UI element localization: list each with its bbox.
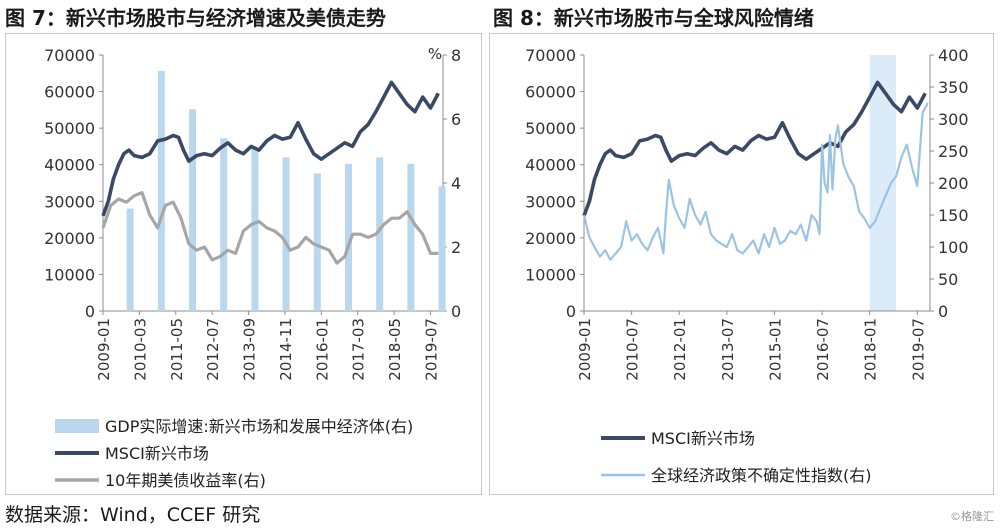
left-axis-tick-label: 30000 (44, 192, 95, 211)
legend-label: 全球经济政策不确定性指数(右) (651, 466, 872, 485)
right-axis-tick-label: 200 (938, 174, 969, 193)
legend-label: MSCI新兴市场 (105, 444, 209, 463)
left-axis-tick-label: 10000 (525, 265, 576, 284)
right-axis-tick-label: 4 (451, 174, 461, 193)
right-axis-tick-label: 6 (451, 110, 461, 129)
right-axis-tick-label: 150 (938, 206, 969, 225)
x-axis-tick-label: 2011-05 (168, 318, 186, 381)
gdp-bar (407, 163, 415, 311)
gdp-bar (344, 163, 352, 311)
x-axis-tick-label: 2013-09 (241, 318, 259, 381)
right-axis-tick-label: 0 (451, 302, 461, 321)
right-axis-tick-label: 8 (451, 46, 461, 65)
x-axis-tick-label: 2019-07 (909, 318, 927, 381)
legend-label: 10年期美债收益率(右) (105, 471, 266, 490)
left-axis-tick-label: 50000 (44, 119, 95, 138)
x-axis-tick-label: 2014-11 (277, 318, 295, 381)
x-axis-tick-label: 2013-07 (719, 318, 737, 381)
data-source-note: 数据来源：Wind，CCEF 研究 (5, 504, 261, 526)
right-axis-tick-label: 400 (938, 46, 969, 65)
x-axis-tick-label: 2010-03 (131, 318, 149, 381)
watermark: ©格隆汇 (950, 510, 994, 523)
figure-8-title: 图 8：新兴市场股市与全球风险情绪 (493, 6, 814, 30)
figure-8-panel: 0 10000 20000 30000 40000 50000 60000 70000 0 50 1… (489, 33, 994, 495)
msci-line (582, 80, 927, 217)
figure-7-panel: 0 10000 20000 30000 40000 50000 60000 70000 0 2 4 6… (5, 33, 482, 495)
gdp-bar (313, 173, 321, 311)
x-axis-tick-label: 2009-01 (576, 318, 594, 381)
right-axis-unit-label: % (428, 45, 442, 63)
left-axis-tick-label: 10000 (44, 265, 95, 284)
left-axis-tick-label: 30000 (525, 192, 576, 211)
left-axis-tick-label: 20000 (44, 229, 95, 248)
gdp-bar (251, 147, 259, 311)
left-axis-tick-label: 40000 (44, 156, 95, 175)
gdp-bar (282, 157, 290, 311)
right-axis-tick-label: 0 (938, 302, 948, 321)
treasury-yield-line (101, 191, 439, 265)
left-axis-tick-label: 70000 (44, 46, 95, 65)
figure-8-chart: 0 10000 20000 30000 40000 50000 60000 70000 0 50 1… (525, 46, 969, 485)
x-axis-tick-label: 2009-01 (95, 318, 113, 381)
x-axis-tick-label: 2016-01 (313, 318, 331, 381)
left-axis-tick-label: 60000 (525, 83, 576, 102)
left-axis-tick-label: 70000 (525, 46, 576, 65)
gdp-bar (157, 71, 165, 311)
gdp-bar (189, 109, 197, 312)
gdp-bar (376, 157, 384, 311)
right-axis-tick-label: 100 (938, 238, 969, 257)
x-axis-tick-label: 2016-07 (814, 318, 832, 381)
gdp-bar (438, 186, 446, 311)
left-axis-tick-label: 0 (566, 302, 576, 321)
left-axis-tick-label: 50000 (525, 119, 576, 138)
figure-7-title: 图 7：新兴市场股市与经济增速及美债走势 (5, 6, 386, 30)
x-axis-tick-label: 2015-01 (766, 318, 784, 381)
legend-label: MSCI新兴市场 (651, 429, 755, 448)
x-axis-tick-label: 2012-01 (671, 318, 689, 381)
left-axis-tick-label: 60000 (44, 83, 95, 102)
gdp-bar (126, 208, 134, 311)
x-axis-tick-label: 2010-07 (624, 318, 642, 381)
x-axis-tick-label: 2017-03 (350, 318, 368, 381)
x-axis-tick-label: 2018-05 (386, 318, 404, 381)
x-axis-tick-label: 2012-07 (204, 318, 222, 381)
x-axis-tick-label: 2018-01 (862, 318, 880, 381)
left-axis-tick-label: 0 (85, 302, 95, 321)
epu-index-line (582, 102, 929, 261)
right-axis-tick-label: 300 (938, 110, 969, 129)
left-axis-tick-label: 40000 (525, 156, 576, 175)
right-axis-tick-label: 250 (938, 142, 969, 161)
legend-label: GDP实际增速:新兴市场和发展中经济体(右) (105, 417, 413, 436)
right-axis-tick-label: 350 (938, 78, 969, 97)
right-axis-tick-label: 50 (938, 270, 958, 289)
figure-7-chart: 0 10000 20000 30000 40000 50000 60000 70000 0 2 4 6… (44, 45, 461, 490)
gdp-bar (220, 138, 228, 311)
right-axis-tick-label: 2 (451, 238, 461, 257)
left-axis-tick-label: 20000 (525, 229, 576, 248)
x-axis-tick-label: 2019-07 (423, 318, 441, 381)
msci-line (101, 80, 440, 217)
legend-swatch-bar (55, 419, 99, 433)
